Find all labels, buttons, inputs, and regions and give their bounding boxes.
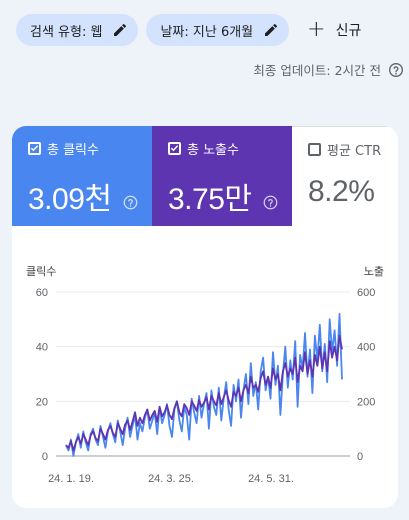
plus-icon: +	[307, 17, 326, 42]
last-update-row: 최종 업데이트: 2시간 전	[0, 60, 409, 79]
performance-chart: 클릭수 노출 0 0 20 200 40 400 60 600 24. 1. 19. 24. 3. 2…	[26, 265, 384, 485]
date-filter-label: 날짜: 지난 6개월	[160, 24, 254, 40]
add-filter-button[interactable]: + 신규	[307, 19, 361, 41]
help-icon[interactable]	[263, 195, 278, 210]
performance-card: 총 클릭수 3.09천 총 노출수 3.75만 평균 CTR	[12, 126, 398, 508]
right-tick-label: 200	[357, 396, 375, 408]
left-tick-label: 20	[36, 396, 48, 408]
metric-value: 3.09천	[28, 183, 112, 216]
date-filter-chip[interactable]: 날짜: 지난 6개월	[146, 14, 290, 46]
right-tick-label: 600	[357, 287, 375, 299]
series-line-impressions	[65, 334, 343, 452]
edit-icon[interactable]	[112, 22, 128, 38]
metric-tiles: 총 클릭수 3.09천 총 노출수 3.75만 평균 CTR	[12, 126, 398, 226]
metric-label: 평균 CTR	[327, 143, 382, 159]
left-tick-label: 60	[36, 287, 48, 299]
total-clicks-tile[interactable]: 총 클릭수 3.09천	[12, 126, 152, 226]
right-tick-label: 400	[357, 342, 375, 354]
edit-icon[interactable]	[263, 22, 279, 38]
left-tick-label: 40	[36, 342, 48, 354]
metric-label: 총 클릭수	[47, 142, 99, 158]
total-impressions-tile[interactable]: 총 노출수 3.75만	[152, 126, 292, 226]
checkbox-checked-icon[interactable]	[168, 141, 181, 155]
right-axis-label: 노출	[364, 265, 384, 278]
checkbox-checked-icon[interactable]	[28, 141, 41, 155]
right-tick-label: 0	[357, 451, 363, 463]
left-tick-label: 0	[42, 451, 48, 463]
x-tick-label: 24. 3. 25.	[148, 473, 194, 485]
x-tick-label: 24. 5. 31.	[248, 473, 294, 485]
last-update-text: 최종 업데이트: 2시간 전	[253, 63, 381, 78]
checkbox-unchecked-icon[interactable]	[308, 142, 321, 156]
metric-label: 총 노출수	[187, 142, 239, 158]
help-icon[interactable]	[123, 195, 138, 210]
metric-value: 8.2%	[308, 175, 375, 208]
add-filter-label: 신규	[335, 23, 362, 39]
filter-bar: 검색 유형: 웹 날짜: 지난 6개월 + 신규	[16, 14, 409, 46]
average-ctr-tile[interactable]: 평균 CTR 8.2%	[292, 126, 398, 226]
metric-value: 3.75만	[168, 183, 252, 216]
x-tick-label: 24. 1. 19.	[48, 473, 94, 485]
search-type-filter-label: 검색 유형: 웹	[30, 24, 103, 40]
help-icon[interactable]	[388, 62, 404, 78]
search-type-filter-chip[interactable]: 검색 유형: 웹	[16, 14, 139, 46]
left-axis-label: 클릭수	[26, 265, 56, 278]
